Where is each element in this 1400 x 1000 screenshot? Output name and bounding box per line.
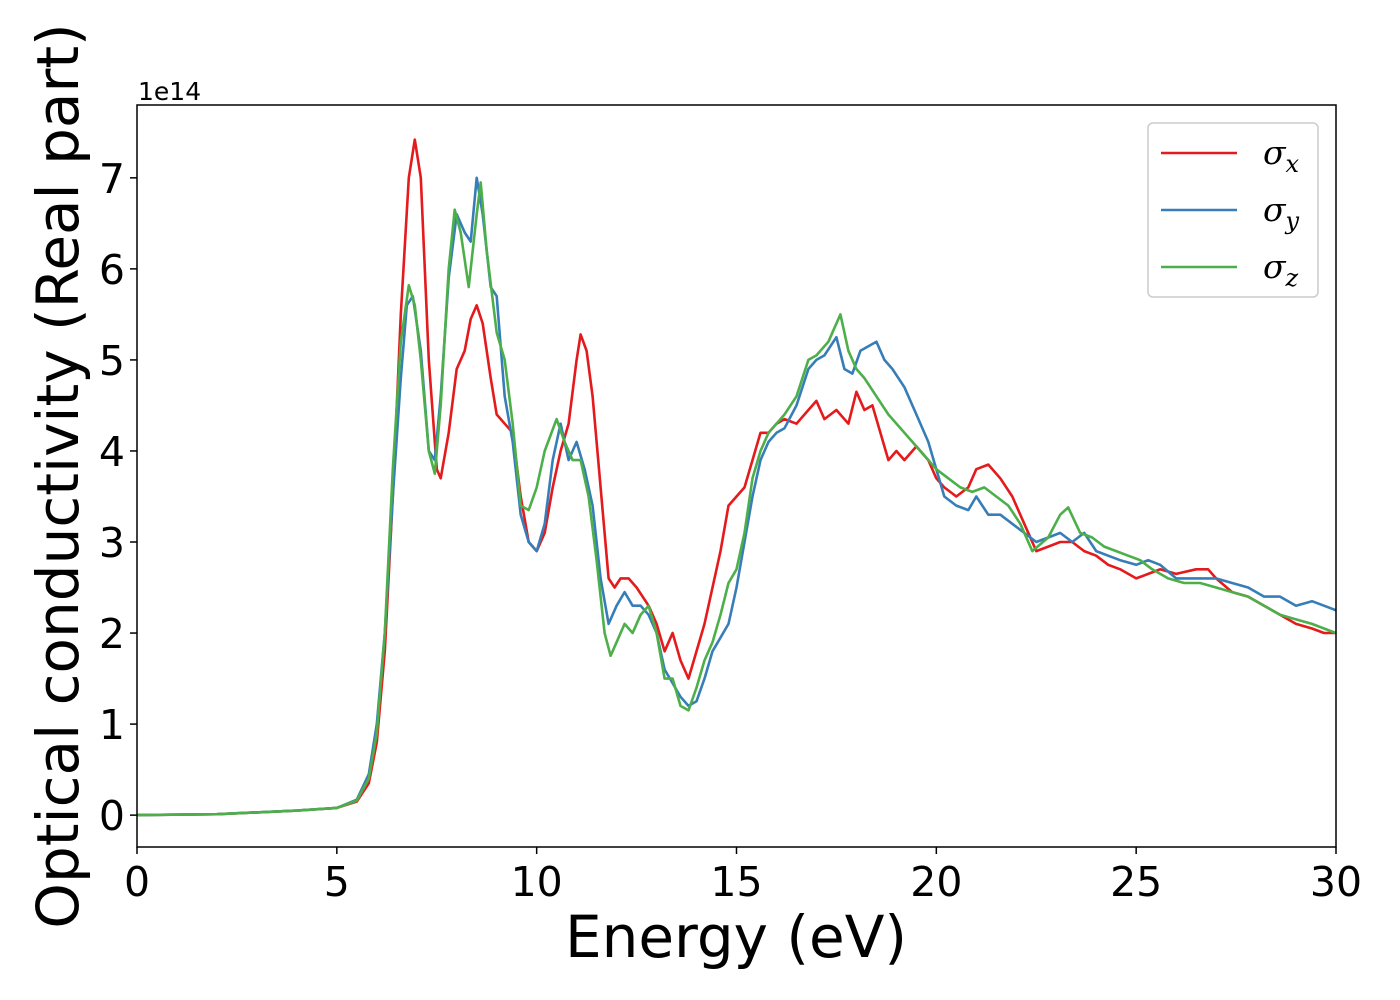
y-tick-label: 0 [99, 792, 125, 840]
x-tick-label: 30 [1310, 858, 1362, 906]
x-axis-label: Energy (eV) [565, 903, 907, 971]
series-line-y [137, 176, 1336, 817]
y-tick-label: 1 [99, 701, 125, 749]
y-tick-label: 2 [99, 610, 125, 658]
y-tick-label: 3 [99, 519, 125, 567]
y-offset-label: 1e14 [138, 77, 201, 106]
legend: σx σy σz [1147, 122, 1319, 298]
series-line-z [137, 181, 1336, 817]
y-axis-label: Optical conductivity (Real part) [24, 23, 92, 928]
y-axis: 0 1 2 3 4 5 6 7 [99, 155, 137, 840]
x-tick-label: 15 [710, 858, 762, 906]
y-tick-label: 5 [99, 337, 125, 385]
x-tick-label: 5 [324, 858, 350, 906]
series-line-x [137, 138, 1336, 817]
series-layer [137, 138, 1336, 817]
legend-label-z: σz [1263, 247, 1299, 292]
x-tick-label: 0 [124, 858, 150, 906]
x-tick-label: 10 [511, 858, 563, 906]
legend-label-y: σy [1263, 190, 1300, 235]
legend-label-x: σx [1263, 133, 1300, 178]
x-tick-label: 25 [1110, 858, 1162, 906]
y-tick-label: 7 [99, 155, 125, 203]
y-tick-label: 4 [99, 428, 125, 476]
y-tick-label: 6 [99, 246, 125, 294]
x-tick-label: 20 [910, 858, 962, 906]
x-axis: 0 5 10 15 20 25 30 [124, 847, 1362, 906]
